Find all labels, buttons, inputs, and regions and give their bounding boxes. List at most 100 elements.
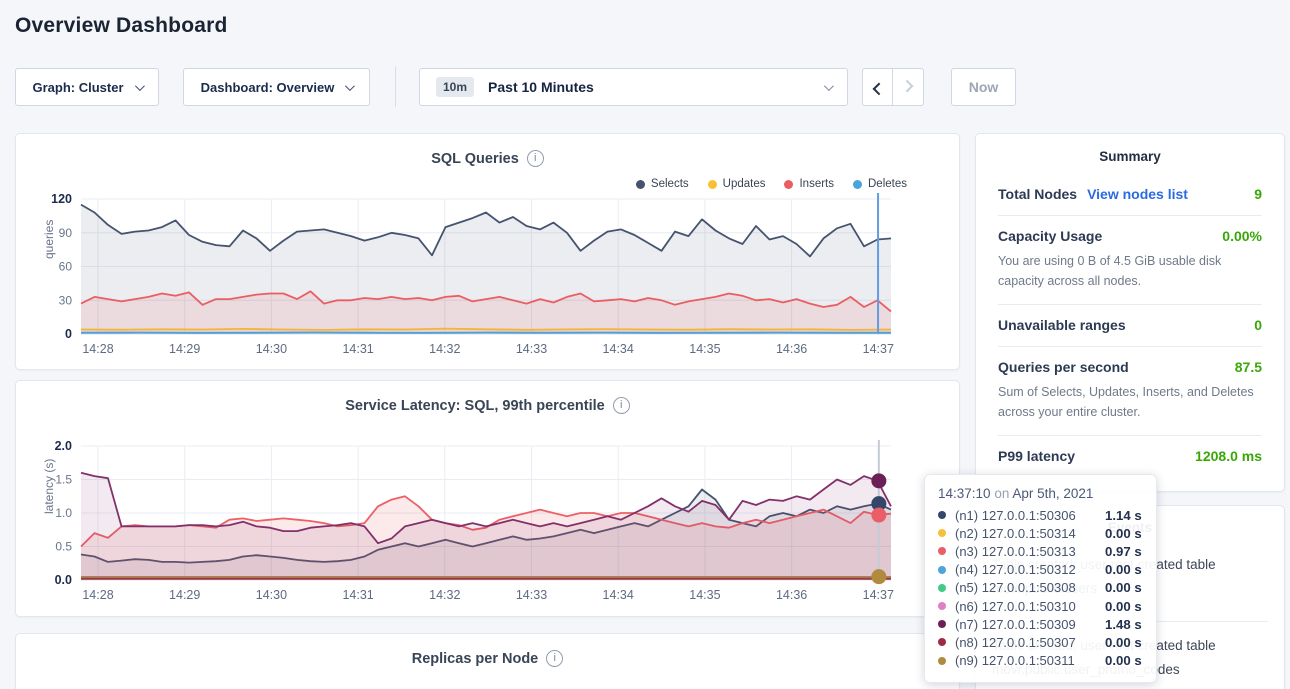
svg-text:0: 0	[65, 327, 72, 341]
summary-row-value: 1208.0 ms	[1195, 448, 1262, 464]
node-color-dot	[938, 584, 946, 592]
chevron-down-icon	[824, 81, 834, 91]
svg-text:120: 120	[51, 192, 72, 206]
legend-item[interactable]: Deletes	[853, 178, 907, 190]
node-latency-value: 1.14 s	[1105, 508, 1142, 523]
toolbar-divider	[395, 66, 396, 107]
sql-queries-title: SQL Queries	[431, 151, 519, 167]
svg-text:14:30: 14:30	[256, 588, 287, 602]
legend-dot	[784, 180, 793, 189]
prev-time-button[interactable]	[862, 68, 893, 106]
node-color-dot	[938, 657, 946, 665]
legend-label: Deletes	[868, 178, 907, 190]
svg-text:1.5: 1.5	[55, 473, 72, 487]
svg-text:14:34: 14:34	[603, 588, 634, 602]
legend-item[interactable]: Selects	[636, 178, 689, 190]
overview-dashboard-page: Overview Dashboard Graph: Cluster Dashbo…	[0, 0, 1290, 689]
view-nodes-list-link[interactable]: View nodes list	[1087, 186, 1188, 202]
summary-row: Total NodesView nodes list9	[998, 174, 1262, 215]
legend-item[interactable]: Inserts	[784, 178, 834, 190]
info-icon[interactable]: i	[613, 397, 630, 414]
next-time-button[interactable]	[893, 68, 924, 106]
node-latency-value: 0.00 s	[1105, 635, 1142, 650]
svg-text:14:31: 14:31	[342, 342, 373, 356]
legend-dot	[853, 180, 862, 189]
tooltip-node-row: (n4) 127.0.0.1:503120.00 s	[938, 561, 1143, 579]
service-latency-title: Service Latency: SQL, 99th percentile	[345, 398, 605, 414]
node-address: (n3) 127.0.0.1:50313	[955, 544, 1105, 559]
summary-row-label: Capacity Usage	[998, 228, 1102, 244]
chevron-left-icon	[873, 82, 886, 95]
summary-row-description: Sum of Selects, Updates, Inserts, and De…	[998, 382, 1262, 422]
svg-text:14:35: 14:35	[689, 588, 720, 602]
info-icon[interactable]: i	[546, 650, 563, 667]
time-range-selector[interactable]: 10m Past 10 Minutes	[419, 68, 848, 106]
info-icon[interactable]: i	[527, 150, 544, 167]
svg-text:14:29: 14:29	[169, 342, 200, 356]
node-latency-value: 1.48 s	[1105, 617, 1142, 632]
node-color-dot	[938, 602, 946, 610]
svg-text:0.0: 0.0	[55, 573, 72, 587]
summary-row-label: Queries per second	[998, 359, 1129, 375]
summary-row: Capacity Usage 0.00% You are using 0 B of …	[998, 215, 1262, 304]
service-latency-panel: Service Latency: SQL, 99th percentile i …	[15, 380, 960, 617]
svg-text:2.0: 2.0	[55, 439, 72, 453]
node-address: (n9) 127.0.0.1:50311	[955, 653, 1105, 668]
svg-text:14:36: 14:36	[776, 588, 807, 602]
summary-row-label: P99 latency	[998, 448, 1075, 464]
time-range-badge: 10m	[436, 77, 474, 97]
page-title: Overview Dashboard	[15, 14, 228, 38]
legend-label: Selects	[651, 178, 689, 190]
svg-text:14:33: 14:33	[516, 588, 547, 602]
svg-text:14:30: 14:30	[256, 342, 287, 356]
summary-title: Summary	[998, 149, 1262, 164]
legend-label: Inserts	[799, 178, 834, 190]
legend-item[interactable]: Updates	[708, 178, 766, 190]
node-color-dot	[938, 511, 946, 519]
summary-row-value: 0	[1254, 317, 1262, 333]
svg-text:14:34: 14:34	[603, 342, 634, 356]
tooltip-node-row: (n2) 127.0.0.1:503140.00 s	[938, 524, 1143, 542]
svg-text:60: 60	[59, 260, 73, 274]
tooltip-node-row: (n7) 127.0.0.1:503091.48 s	[938, 615, 1143, 633]
summary-panel: Summary Total NodesView nodes list9Capac…	[975, 133, 1285, 492]
svg-text:14:28: 14:28	[82, 588, 113, 602]
graph-dropdown[interactable]: Graph: Cluster	[15, 68, 159, 106]
sql-queries-chart[interactable]: 14:2814:2914:3014:3114:3214:3314:3414:35…	[16, 191, 931, 366]
node-address: (n7) 127.0.0.1:50309	[955, 617, 1105, 632]
chart-legend: Selects Updates Inserts Deletes	[636, 178, 907, 190]
summary-rows: Total NodesView nodes list9Capacity Usag…	[998, 174, 1262, 477]
summary-row-label: Unavailable ranges	[998, 317, 1126, 333]
legend-label: Updates	[723, 178, 766, 190]
summary-row: Queries per second87.5Sum of Selects, Up…	[998, 346, 1262, 435]
node-color-dot	[938, 529, 946, 537]
now-button[interactable]: Now	[951, 68, 1016, 106]
tooltip-node-row: (n3) 127.0.0.1:503130.97 s	[938, 542, 1143, 560]
svg-text:30: 30	[59, 293, 73, 307]
service-latency-chart[interactable]: 14:2814:2914:3014:3114:3214:3314:3414:35…	[16, 438, 931, 613]
node-color-dot	[938, 547, 946, 555]
tooltip-timestamp: 14:37:10 on Apr 5th, 2021	[938, 486, 1143, 501]
graph-dropdown-label: Graph: Cluster	[32, 80, 123, 95]
sql-queries-panel: SQL Queries i Selects Updates Inserts Delet…	[15, 133, 960, 370]
dashboard-dropdown-label: Dashboard: Overview	[201, 80, 335, 95]
summary-row-description: You are using 0 B of 4.5 GiB usable disk…	[998, 251, 1262, 291]
svg-text:14:37: 14:37	[863, 588, 894, 602]
chevron-down-icon	[345, 81, 355, 91]
node-color-dot	[938, 638, 946, 646]
dashboard-dropdown[interactable]: Dashboard: Overview	[183, 68, 370, 106]
summary-row-value: 0.00%	[1222, 228, 1262, 244]
summary-row: Unavailable ranges 0	[998, 304, 1262, 346]
chart-title: Service Latency: SQL, 99th percentile i	[16, 397, 959, 414]
node-address: (n2) 127.0.0.1:50314	[955, 526, 1105, 541]
tooltip-node-row: (n8) 127.0.0.1:503070.00 s	[938, 633, 1143, 651]
node-latency-value: 0.00 s	[1105, 562, 1142, 577]
tooltip-node-row: (n5) 127.0.0.1:503080.00 s	[938, 579, 1143, 597]
svg-text:14:28: 14:28	[82, 342, 113, 356]
chevron-down-icon	[134, 81, 144, 91]
chart-hover-tooltip: 14:37:10 on Apr 5th, 2021 (n1) 127.0.0.1…	[924, 474, 1157, 683]
replicas-per-node-title: Replicas per Node	[412, 651, 539, 667]
summary-row-value: 9	[1254, 186, 1262, 202]
tooltip-node-row: (n1) 127.0.0.1:503061.14 s	[938, 506, 1143, 524]
svg-text:14:32: 14:32	[429, 342, 460, 356]
